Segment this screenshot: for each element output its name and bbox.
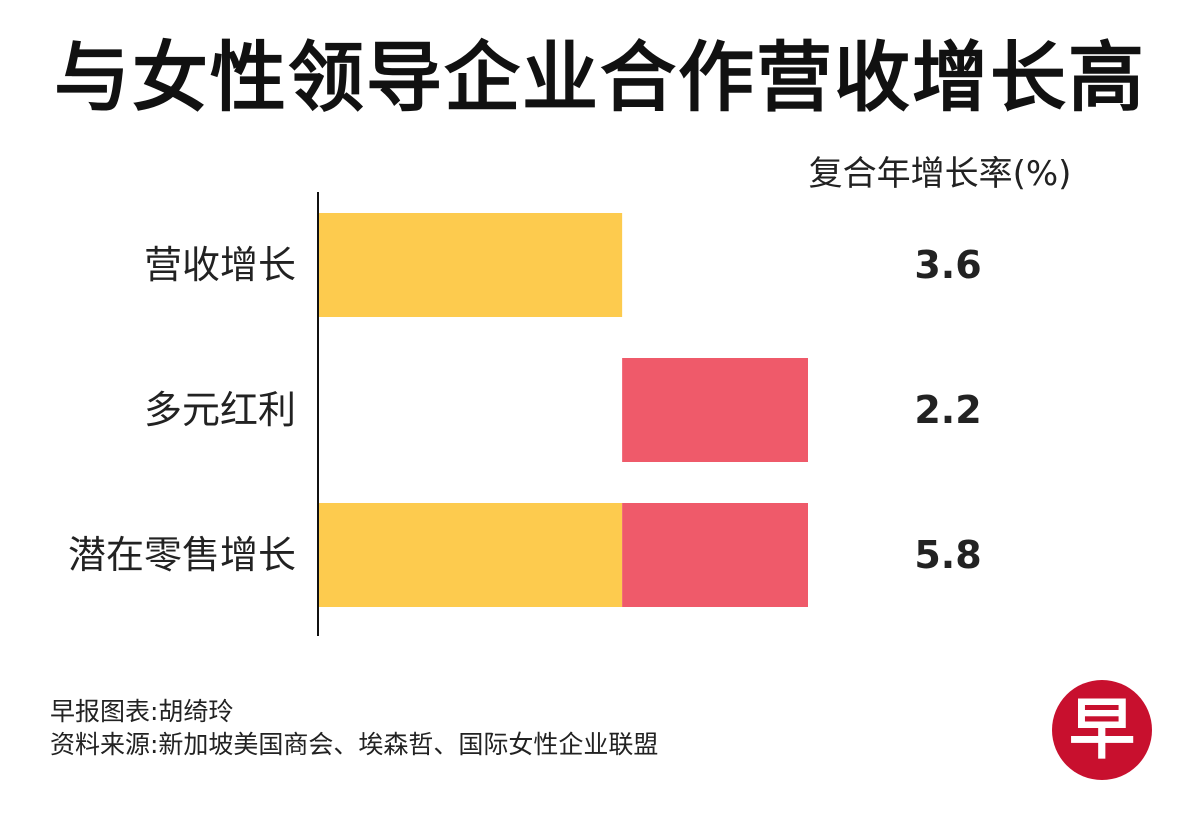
value-label: 2.2 (914, 388, 981, 432)
unit-label: 复合年增长率(%) (808, 154, 1072, 194)
bar-revenue (318, 213, 623, 317)
chart-title: 与女性领导企业合作营收增长高 (54, 33, 1146, 122)
logo-glyph: 早 (1069, 691, 1135, 768)
bar-diversity (622, 358, 808, 462)
category-label: 营收增长 (144, 243, 296, 287)
category-label: 多元红利 (144, 388, 296, 432)
bar-chart: 营收增长 3.6 多元红利 2.2 潜在零售增长 5.8 (68, 192, 982, 636)
bar-diversity (622, 503, 808, 607)
credit-text: 早报图表:胡绮玲 (50, 697, 234, 726)
value-label: 3.6 (914, 243, 981, 287)
zaobao-logo: 早 (1052, 680, 1152, 780)
source-text: 资料来源:新加坡美国商会、埃森哲、国际女性企业联盟 (50, 730, 659, 759)
bar-revenue (318, 503, 623, 607)
value-label: 5.8 (914, 533, 981, 577)
category-label: 潜在零售增长 (68, 533, 296, 577)
footer: 早报图表:胡绮玲 资料来源:新加坡美国商会、埃森哲、国际女性企业联盟 (50, 695, 658, 761)
